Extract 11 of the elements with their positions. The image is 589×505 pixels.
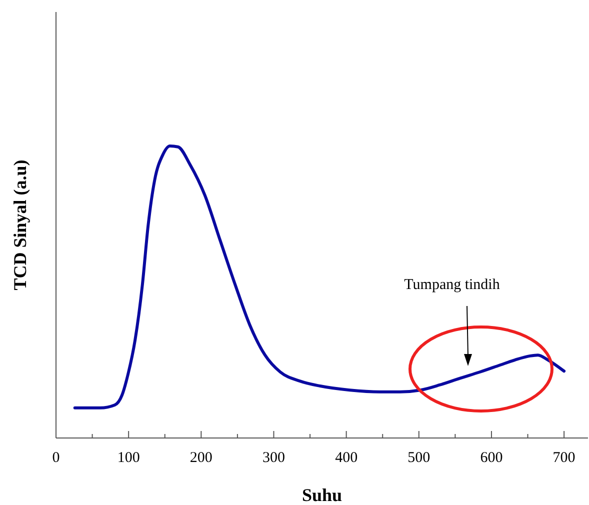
x-axis-title: Suhu	[302, 485, 342, 505]
x-tick-label: 100	[117, 450, 140, 466]
y-axis-title: TCD Sinyal (a.u)	[10, 160, 30, 290]
x-tick-label: 200	[190, 450, 212, 466]
x-tick-label: 700	[552, 450, 576, 466]
x-tick-label: 300	[262, 450, 285, 466]
x-tick-label: 600	[480, 450, 503, 466]
x-tick-label: 400	[335, 450, 358, 466]
annotation: Tumpang tindih	[404, 277, 500, 293]
x-tick-label: 0	[52, 450, 60, 466]
x-tick-label: 500	[408, 450, 430, 466]
